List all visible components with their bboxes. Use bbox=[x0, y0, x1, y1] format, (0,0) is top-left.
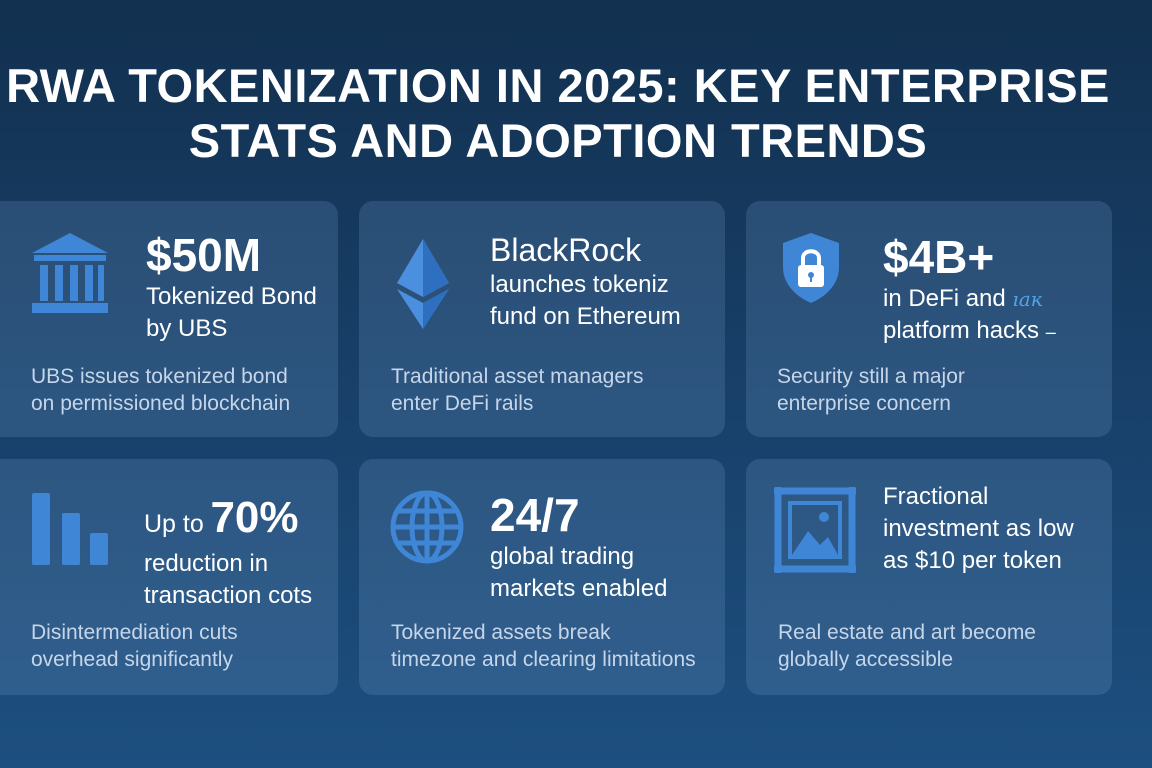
headline-line: as $10 per token bbox=[883, 547, 1062, 574]
desc-line: enterprise concern bbox=[777, 392, 951, 415]
card-headline: BlackRock launches tokeniz fund on Ether… bbox=[490, 231, 681, 333]
desc-line: Traditional asset managers bbox=[391, 365, 644, 388]
card-ubs-bond: $50M Tokenized Bond by UBS UBS issues to… bbox=[0, 201, 338, 437]
headline-line: transaction cots bbox=[144, 582, 313, 609]
card-headline: $4B+ in DeFi and ıaĸ platform hacks – bbox=[883, 231, 1056, 348]
headline-line: investment as low bbox=[883, 515, 1074, 542]
desc-line: UBS issues tokenized bond bbox=[31, 365, 288, 388]
globe-icon bbox=[389, 489, 465, 565]
card-description: UBS issues tokenized bond on permissione… bbox=[31, 363, 290, 417]
card-description: Tokenized assets break timezone and clea… bbox=[391, 619, 696, 673]
card-description: Real estate and art become globally acce… bbox=[778, 619, 1036, 673]
headline-line: Fractional bbox=[883, 483, 989, 510]
desc-line: Tokenized assets break bbox=[391, 621, 611, 644]
ethereum-icon bbox=[395, 237, 451, 331]
shield-lock-icon bbox=[779, 231, 843, 305]
card-fractional-investment: Fractional investment as low as $10 per … bbox=[746, 459, 1112, 695]
stat-line: Up to 70% bbox=[144, 495, 312, 548]
desc-line: Real estate and art become bbox=[778, 621, 1036, 644]
desc-line: overhead significantly bbox=[31, 648, 233, 671]
headline-line: Tokenized Bond bbox=[146, 283, 317, 310]
bank-icon bbox=[28, 231, 112, 317]
page-title: RWA TOKENIZATION IN 2025: KEY ENTERPRISE… bbox=[0, 58, 1116, 168]
title-line-1: RWA TOKENIZATION IN 2025: KEY ENTERPRISE bbox=[6, 59, 1110, 112]
stat-value: 70% bbox=[210, 493, 299, 542]
stat-value: $50M bbox=[146, 229, 262, 281]
card-description: Security still a major enterprise concer… bbox=[777, 363, 965, 417]
desc-line: enter DeFi rails bbox=[391, 392, 534, 415]
card-headline: Fractional investment as low as $10 per … bbox=[883, 481, 1074, 577]
desc-line: Disintermediation cuts bbox=[31, 621, 238, 644]
headline-line: launches tokeniz bbox=[490, 271, 669, 298]
headline-line: platform hacks – bbox=[883, 315, 1056, 348]
card-global-trading: 24/7 global trading markets enabled Toke… bbox=[359, 459, 725, 695]
headline-text: platform hacks bbox=[883, 317, 1040, 344]
desc-line: globally accessible bbox=[778, 648, 954, 671]
headline-line: global trading bbox=[490, 543, 635, 570]
card-headline: Up to 70% reduction in transaction cots bbox=[144, 495, 312, 612]
card-defi-hacks: $4B+ in DeFi and ıaĸ platform hacks – Se… bbox=[746, 201, 1112, 437]
card-headline: 24/7 global trading markets enabled bbox=[490, 489, 667, 605]
headline-text: in DeFi and bbox=[883, 285, 1006, 312]
desc-line: on permissioned blockchain bbox=[31, 392, 291, 415]
desc-line: timezone and clearing limitations bbox=[391, 648, 696, 671]
handwritten-scribble: ıaĸ bbox=[1012, 287, 1043, 311]
title-line-2: STATS AND ADOPTION TRENDS bbox=[188, 114, 928, 167]
bar-chart-icon bbox=[30, 489, 110, 567]
stat-value: BlackRock bbox=[490, 232, 642, 268]
headline-line: fund on Ethereum bbox=[490, 303, 681, 330]
stat-value: 24/7 bbox=[490, 489, 580, 541]
card-cost-reduction: Up to 70% reduction in transaction cots … bbox=[0, 459, 338, 695]
stat-prefix: Up to bbox=[144, 510, 204, 538]
card-blackrock: BlackRock launches tokeniz fund on Ether… bbox=[359, 201, 725, 437]
card-headline: $50M Tokenized Bond by UBS bbox=[146, 229, 317, 345]
headline-line: by UBS bbox=[146, 315, 228, 342]
framed-picture-icon bbox=[774, 487, 856, 573]
dash-mark: – bbox=[1045, 322, 1056, 342]
headline-line: markets enabled bbox=[490, 575, 668, 602]
headline-line: reduction in bbox=[144, 550, 269, 577]
headline-line: in DeFi and ıaĸ bbox=[883, 283, 1056, 315]
card-description: Disintermediation cuts overhead signific… bbox=[31, 619, 238, 673]
stat-value: $4B+ bbox=[883, 231, 995, 283]
desc-line: Security still a major bbox=[777, 365, 965, 388]
card-description: Traditional asset managers enter DeFi ra… bbox=[391, 363, 644, 417]
